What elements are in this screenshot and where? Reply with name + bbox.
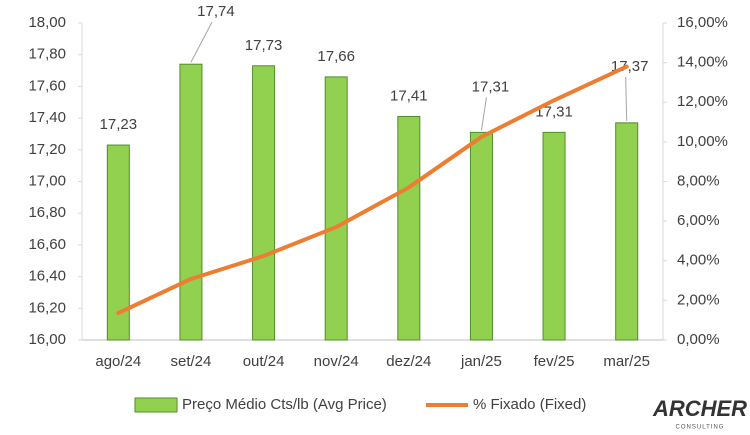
x-tick-label: nov/24 bbox=[314, 353, 359, 370]
y-tick-label: 17,80 bbox=[28, 46, 66, 63]
y2-tick-label: 14,00% bbox=[677, 54, 728, 71]
x-tick-label: out/24 bbox=[243, 353, 285, 370]
x-tick-label: dez/24 bbox=[386, 353, 431, 370]
logo-name: ARCHER bbox=[652, 396, 747, 421]
y2-tick-label: 8,00% bbox=[677, 172, 720, 189]
legend-swatch bbox=[134, 397, 178, 413]
legend-label: Preço Médio Cts/lb (Avg Price) bbox=[182, 396, 387, 413]
value-label: 17,66 bbox=[317, 48, 355, 65]
y2-tick-label: 4,00% bbox=[677, 252, 720, 269]
y-tick-label: 16,20 bbox=[28, 299, 66, 316]
legend-label: % Fixado (Fixed) bbox=[473, 396, 586, 413]
value-label: 17,31 bbox=[535, 103, 573, 120]
value-label: 17,41 bbox=[390, 87, 428, 104]
leader-line bbox=[480, 97, 487, 131]
x-tick-label: ago/24 bbox=[95, 353, 141, 370]
value-label: 17,73 bbox=[245, 37, 283, 54]
x-tick-label: set/24 bbox=[171, 353, 212, 370]
bar bbox=[615, 122, 639, 341]
bar bbox=[469, 131, 493, 341]
bar bbox=[397, 116, 421, 341]
bar bbox=[324, 76, 348, 341]
line bbox=[116, 64, 629, 316]
y-tick-label: 16,40 bbox=[28, 268, 66, 285]
y-tick-label: 16,00 bbox=[28, 331, 66, 348]
y-tick-label: 16,80 bbox=[28, 204, 66, 221]
y2-tick-label: 0,00% bbox=[677, 331, 720, 348]
x-tick-label: fev/25 bbox=[534, 353, 575, 370]
y2-tick-label: 10,00% bbox=[677, 133, 728, 150]
value-label: 17,74 bbox=[197, 3, 235, 20]
bar bbox=[106, 144, 130, 341]
y-tick-label: 17,20 bbox=[28, 141, 66, 158]
y-tick-label: 18,00 bbox=[28, 14, 66, 31]
bar bbox=[252, 65, 276, 341]
y-tick-label: 17,60 bbox=[28, 77, 66, 94]
leader-line bbox=[190, 21, 213, 63]
leader-line bbox=[625, 76, 628, 121]
bar bbox=[542, 131, 566, 341]
value-label: 17,23 bbox=[100, 116, 138, 133]
y-tick-label: 16,60 bbox=[28, 236, 66, 253]
bar bbox=[179, 63, 203, 341]
y2-tick-label: 16,00% bbox=[677, 14, 728, 31]
logo-tagline: CONSULTING bbox=[676, 425, 725, 431]
y2-tick-label: 12,00% bbox=[677, 93, 728, 110]
y2-tick-label: 6,00% bbox=[677, 212, 720, 229]
y-tick-label: 17,00 bbox=[28, 172, 66, 189]
y2-tick-label: 2,00% bbox=[677, 291, 720, 308]
value-label: 17,31 bbox=[472, 78, 510, 95]
y-tick-label: 17,40 bbox=[28, 109, 66, 126]
x-tick-label: mar/25 bbox=[603, 353, 650, 370]
x-tick-label: jan/25 bbox=[460, 353, 502, 370]
